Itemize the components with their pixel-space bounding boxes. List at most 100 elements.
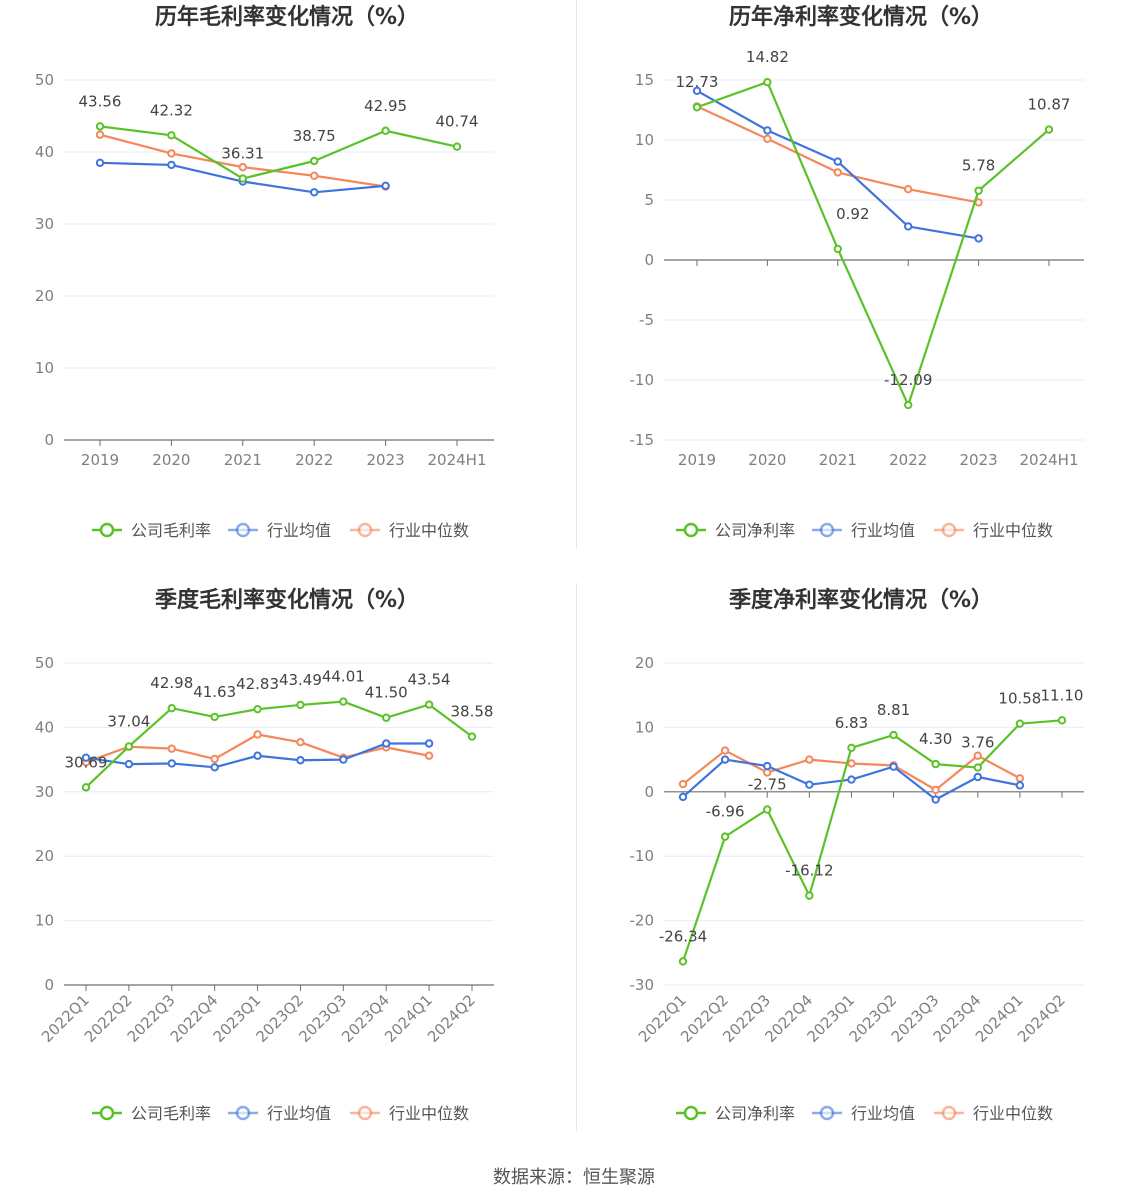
data-point-industry-avg (692, 86, 702, 96)
y-tick-label: 0 (644, 783, 654, 801)
series-line-company (85, 700, 473, 789)
legend-label-industry-median: 行业中位数 (389, 1104, 469, 1123)
data-point-industry-avg (889, 762, 898, 771)
data-point-company (339, 697, 348, 706)
x-tick-label: 2021 (224, 451, 262, 469)
data-point-industry-median (167, 744, 176, 753)
y-tick-label: 0 (44, 976, 54, 994)
data-point-company (692, 103, 702, 112)
data-label: 41.63 (193, 683, 236, 701)
x-tick-label: 2020 (748, 451, 786, 469)
series-line-company (696, 81, 1050, 407)
y-tick-label: 20 (35, 287, 54, 305)
legend-marker-industry-avg (235, 522, 251, 538)
data-point-industry-avg (381, 181, 390, 191)
data-label: 41.50 (365, 684, 408, 702)
legend-marker-industry-median (941, 522, 957, 538)
y-tick-label: 30 (35, 783, 54, 801)
y-tick-label: 5 (644, 191, 654, 209)
data-point-company (124, 742, 134, 751)
y-tick-label: -5 (639, 311, 654, 329)
data-point-company (904, 400, 913, 410)
data-point-industry-avg (167, 759, 176, 768)
data-label: 12.73 (676, 73, 719, 91)
data-point-industry-median (296, 738, 305, 747)
data-label: 37.04 (107, 712, 150, 730)
data-label: 44.01 (322, 668, 365, 686)
data-point-industry-avg (95, 158, 105, 168)
data-label: 42.32 (150, 101, 193, 119)
data-label: 10.87 (1028, 96, 1071, 114)
x-tick-label: 2021 (819, 451, 857, 469)
legend-label-industry-median: 行业中位数 (973, 521, 1053, 540)
data-point-industry-avg (974, 234, 983, 243)
data-label: 30.69 (65, 753, 108, 771)
data-label: 14.82 (746, 48, 789, 66)
data-point-industry-median (238, 162, 248, 172)
data-label: -12.09 (884, 371, 932, 389)
y-tick-label: 15 (635, 71, 654, 89)
y-tick-label: 10 (35, 359, 54, 377)
data-point-company (847, 743, 856, 753)
y-tick-label: -15 (630, 431, 655, 449)
legend-label-industry-median: 行业中位数 (389, 521, 469, 540)
x-tick-label: 2022 (295, 451, 333, 469)
legend-label-industry-avg: 行业均值 (851, 521, 915, 540)
data-label: 40.74 (436, 113, 479, 131)
data-label: -6.96 (706, 803, 745, 821)
data-point-company (1015, 719, 1025, 728)
series-line-industry-median (682, 749, 1021, 791)
source-note: 数据来源：恒生聚源 (493, 1167, 655, 1188)
chart-title: 季度净利率变化情况（%） (729, 587, 993, 613)
legend-marker-company (683, 1105, 699, 1121)
data-point-industry-median (253, 730, 262, 739)
legend-label-company: 公司净利率 (715, 521, 795, 540)
data-point-industry-avg (931, 795, 940, 804)
data-label: 38.58 (451, 703, 494, 721)
legend-label-company: 公司净利率 (715, 1104, 795, 1123)
chart-title: 历年净利率变化情况（%） (729, 4, 993, 30)
data-point-industry-median (931, 785, 940, 795)
data-point-industry-avg (167, 160, 176, 170)
y-tick-label: 0 (44, 431, 54, 449)
x-tick-label: 2022 (889, 451, 927, 469)
y-tick-label: 50 (35, 654, 54, 672)
data-point-industry-avg (124, 759, 134, 769)
x-tick-label: 2024Q2 (1014, 991, 1069, 1046)
data-label: 38.75 (293, 127, 336, 145)
data-point-company (1044, 125, 1054, 134)
data-point-company (931, 759, 940, 769)
data-label: 4.30 (919, 730, 952, 748)
data-label: 42.95 (364, 97, 407, 115)
y-tick-label: 30 (35, 215, 54, 233)
data-point-company (310, 156, 319, 166)
data-point-industry-avg (382, 739, 391, 748)
legend-label-company: 公司毛利率 (131, 521, 211, 540)
data-point-industry-avg (81, 753, 91, 762)
x-tick-label: 2019 (81, 451, 119, 469)
data-label: 8.81 (877, 701, 910, 719)
y-tick-label: 20 (35, 847, 54, 865)
y-tick-label: 20 (635, 654, 654, 672)
legend-label-company: 公司毛利率 (131, 1104, 211, 1123)
data-point-company (973, 763, 982, 772)
panel-quarterly-gross-margin: 季度毛利率变化情况（%） 0 10 20 30 40 50 2022Q1 2022Q2 2022Q… (0, 583, 574, 1166)
legend-label-industry-avg: 行业均值 (267, 521, 331, 540)
chart-title: 季度毛利率变化情况（%） (155, 587, 419, 613)
data-label: 5.78 (962, 157, 995, 175)
data-point-company (763, 805, 772, 814)
data-point-industry-median (720, 746, 730, 755)
y-tick-label: -10 (630, 371, 655, 389)
data-label: 43.54 (408, 671, 451, 689)
data-point-company (1057, 716, 1067, 725)
data-point-industry-avg (424, 739, 434, 748)
data-point-company (467, 732, 477, 741)
legend-marker-company (99, 522, 115, 538)
y-tick-label: -10 (630, 847, 655, 865)
data-point-company (805, 891, 814, 900)
chart-quarterly-net-margin: 季度净利率变化情况（%）-30-20-10010202022Q12022Q220… (630, 587, 1084, 1123)
divider-top (576, 0, 577, 548)
data-point-company (678, 957, 688, 966)
data-point-industry-avg (210, 763, 219, 772)
y-tick-label: 40 (35, 143, 54, 161)
